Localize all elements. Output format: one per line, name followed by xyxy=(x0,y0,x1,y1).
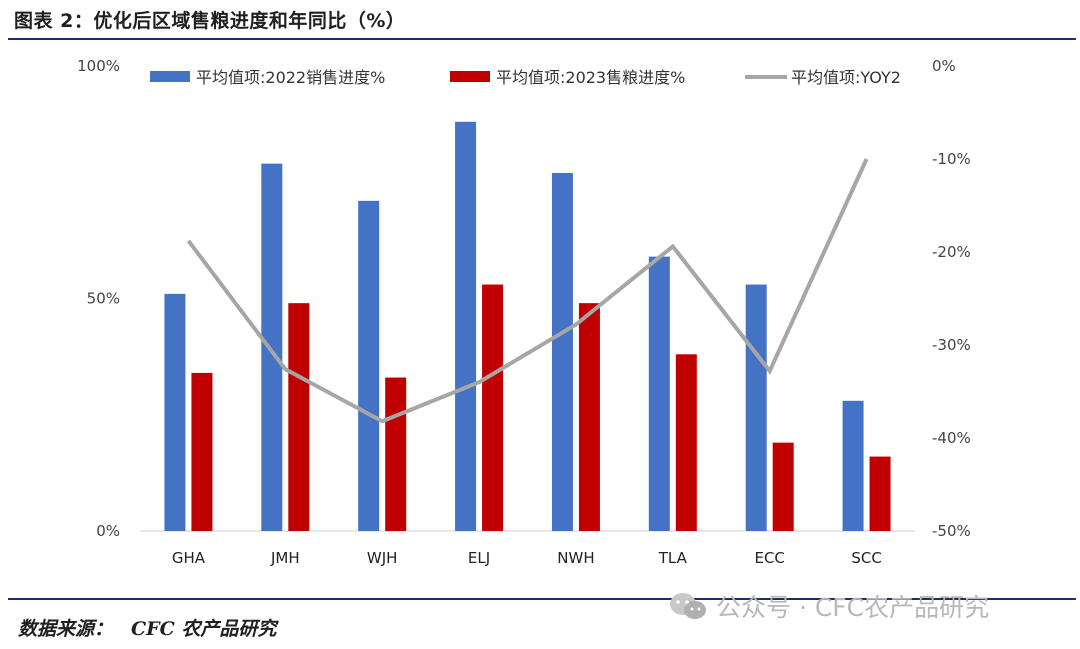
bar-2022 xyxy=(358,200,380,531)
legend-yoy-label: 平均值项:YOY2 xyxy=(791,68,901,87)
bar-2023 xyxy=(675,354,697,531)
bar-2023 xyxy=(578,303,600,531)
figure-title: 图表 2：优化后区域售粮进度和年同比（%） xyxy=(14,10,406,32)
source-value: CFC 农产品研究 xyxy=(131,618,277,640)
category-label: ELJ xyxy=(468,549,490,567)
category-label: GHA xyxy=(172,549,206,567)
bar-2022 xyxy=(551,172,573,531)
y-right-tick-label: -40% xyxy=(932,429,971,447)
bar-2023 xyxy=(482,284,504,531)
y-right-tick-label: -20% xyxy=(932,243,971,261)
bar-2022 xyxy=(842,400,864,531)
category-label: JMH xyxy=(270,549,300,567)
chart: 100% 50% 0% 0% -10% -20% -30% -40% -50% GHA JMH WJH… xyxy=(77,57,971,567)
bar-2023 xyxy=(385,377,407,531)
legend-2023-label: 平均值项:2023售粮进度% xyxy=(496,68,685,87)
wechat-icon xyxy=(670,593,706,619)
category-label: WJH xyxy=(367,549,398,567)
category-label: NWH xyxy=(557,549,594,567)
bars-layer xyxy=(164,121,891,532)
legend-2023-swatch xyxy=(450,71,490,82)
line-layer xyxy=(186,158,869,424)
yoy-line xyxy=(186,158,869,424)
source-label: 数据来源： xyxy=(18,618,114,640)
y-right-tick-label: -50% xyxy=(932,522,971,540)
top-rule xyxy=(8,38,1076,40)
y-left-tick-label: 0% xyxy=(96,522,120,540)
axes-layer: 100% 50% 0% 0% -10% -20% -30% -40% -50% GHA JMH WJH… xyxy=(77,57,971,567)
category-label: SCC xyxy=(851,549,881,567)
bar-2022 xyxy=(455,121,477,532)
y-left-tick-label: 100% xyxy=(77,57,120,75)
bar-2023 xyxy=(288,303,310,531)
y-right-tick-label: -10% xyxy=(932,150,971,168)
category-label: TLA xyxy=(658,549,688,567)
legend-2022-label: 平均值项:2022销售进度% xyxy=(196,68,385,87)
y-right-tick-label: 0% xyxy=(932,57,956,75)
bar-2023 xyxy=(772,442,794,531)
watermark: 公众号 · CFC农产品研究 xyxy=(668,588,989,624)
bar-2022 xyxy=(164,293,186,531)
watermark-text: 公众号 · CFC农产品研究 xyxy=(716,593,990,622)
source-note: 数据来源： CFC 农产品研究 xyxy=(18,614,276,641)
legend-2022-swatch xyxy=(150,71,190,82)
bar-2022 xyxy=(261,163,283,531)
bar-2023 xyxy=(191,372,213,531)
y-right-tick-label: -30% xyxy=(932,336,971,354)
legend-layer: 平均值项:2022销售进度% 平均值项:2023售粮进度% 平均值项:YOY2 xyxy=(150,68,901,87)
bar-2022 xyxy=(745,284,767,531)
bar-2022 xyxy=(648,256,670,531)
y-left-tick-label: 50% xyxy=(87,290,120,308)
category-label: ECC xyxy=(754,549,784,567)
bar-2023 xyxy=(869,456,891,531)
bottom-rule xyxy=(8,598,1076,600)
